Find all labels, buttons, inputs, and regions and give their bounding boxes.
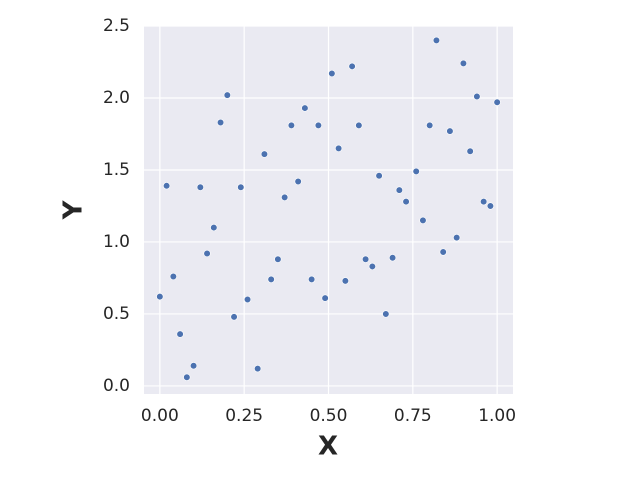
point [328, 69, 336, 78]
point [395, 186, 403, 194]
x-axis-label: X [318, 432, 338, 462]
x-tick-label: 0.75 [394, 406, 432, 426]
point [237, 183, 245, 191]
point [382, 310, 390, 318]
point [368, 262, 376, 271]
point [301, 104, 309, 112]
point [156, 293, 164, 301]
point [426, 121, 434, 129]
point [294, 177, 302, 186]
point [480, 198, 488, 206]
point [446, 127, 454, 135]
point [223, 91, 231, 99]
point [402, 198, 410, 206]
point [287, 121, 295, 129]
x-tick-label: 1.00 [478, 406, 516, 426]
point [189, 362, 198, 370]
point [412, 167, 420, 176]
y-tick-label: 0.5 [103, 304, 130, 324]
point [432, 36, 441, 44]
point [473, 92, 481, 101]
point [348, 62, 356, 70]
y-tick-label: 0.0 [103, 376, 130, 396]
point [196, 183, 204, 191]
point [176, 330, 184, 338]
x-tick-label: 0.00 [141, 406, 179, 426]
point [355, 121, 363, 129]
point [216, 118, 225, 127]
point [341, 277, 349, 285]
x-tick-label: 0.50 [310, 406, 348, 426]
x-tick-label: 0.25 [225, 406, 263, 426]
point [439, 248, 447, 256]
point [243, 295, 252, 304]
y-tick-label: 1.0 [103, 232, 130, 252]
point [321, 294, 329, 302]
point [388, 254, 397, 262]
point [267, 275, 275, 283]
y-axis-label: Y [59, 199, 89, 220]
point [453, 234, 461, 242]
point [375, 172, 383, 180]
point [419, 216, 427, 224]
point [493, 98, 501, 106]
point [281, 193, 289, 201]
point [210, 223, 218, 232]
point [203, 249, 211, 258]
point [230, 313, 238, 321]
y-tick-label: 2.0 [103, 88, 130, 108]
point [254, 365, 262, 373]
y-tick-label: 2.5 [103, 16, 130, 36]
point [183, 373, 191, 381]
point [274, 255, 282, 263]
point [169, 272, 177, 281]
point [162, 182, 171, 190]
point [486, 202, 495, 210]
point [260, 150, 269, 158]
point [466, 147, 474, 155]
point [314, 121, 322, 129]
point [308, 275, 316, 283]
point [459, 59, 468, 68]
y-tick-label: 1.5 [103, 160, 130, 180]
point [335, 144, 343, 152]
point [362, 255, 370, 263]
